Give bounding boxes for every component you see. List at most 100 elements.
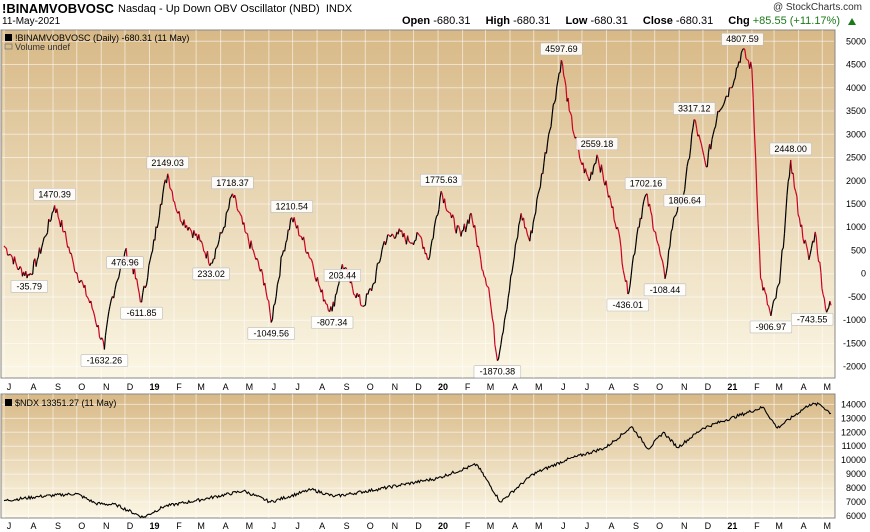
value-callout-text: -436.01 [613, 300, 644, 310]
oscillator-segment [68, 246, 71, 254]
oscillator-segment [108, 306, 111, 313]
oscillator-segment [235, 199, 238, 209]
oscillator-segment [430, 240, 433, 248]
oscillator-segment [776, 284, 779, 289]
oscillator-segment [623, 275, 627, 282]
oscillator-segment [485, 284, 488, 287]
oscillator-segment [447, 211, 450, 214]
oscillator-segment [602, 172, 605, 182]
value-callout: 2559.18 [575, 137, 619, 151]
oscillator-segment [13, 256, 17, 263]
oscillator-segment [279, 257, 282, 276]
oscillator-segment [56, 208, 59, 218]
oscillator-segment [756, 193, 759, 224]
oscillator-segment [612, 206, 615, 220]
oscillator-segment [593, 163, 596, 167]
oscillator-segment [699, 139, 702, 144]
oscillator-segment [173, 200, 175, 203]
oscillator-segment [810, 240, 814, 249]
oscillator-segment [757, 223, 760, 247]
oscillator-segment [350, 281, 354, 289]
oscillator-segment [214, 248, 217, 259]
stockcharts-credit[interactable]: @ StockCharts.com [772, 2, 862, 13]
x-tick-label: N [103, 521, 110, 531]
oscillator-segment [276, 279, 280, 285]
oscillator-segment [531, 222, 534, 234]
value-callout-text: 1806.64 [668, 196, 701, 206]
oscillator-segment [572, 129, 575, 135]
oscillator-segment [805, 245, 809, 252]
oscillator-segment [73, 264, 76, 272]
x-tick-label: J [7, 521, 12, 531]
oscillator-segment [71, 258, 75, 265]
open-value: -680.31 [433, 15, 471, 27]
oscillator-segment [193, 230, 196, 236]
oscillator-segment [138, 293, 141, 303]
oscillator-segment [781, 247, 784, 251]
oscillator-segment [286, 229, 289, 241]
value-callout: 4597.69 [540, 42, 583, 56]
oscillator-legend-text: !BINAMVOBVOSC (Daily) -680.31 (11 May) [15, 33, 189, 43]
oscillator-x-axis: J A S O N D 19 F M A M J J A S O N D 20 F M A M J J A S O N D 21 F M A M [7, 382, 831, 392]
oscillator-segment [644, 194, 647, 198]
oscillator-segment [686, 160, 689, 167]
oscillator-segment [74, 271, 77, 274]
x-tick-label: A [31, 382, 37, 392]
legend-swatch-icon [5, 34, 12, 41]
oscillator-segment [45, 232, 49, 236]
oscillator-segment [684, 176, 687, 190]
oscillator-segment [436, 214, 439, 217]
oscillator-segment [646, 193, 649, 207]
oscillator-segment [386, 234, 389, 241]
oscillator-segment [15, 261, 18, 267]
oscillator-segment [268, 300, 271, 313]
value-callout: -807.34 [310, 315, 354, 329]
oscillator-segment [86, 296, 90, 300]
oscillator-segment [808, 254, 811, 260]
oscillator-segment [591, 166, 595, 175]
oscillator-segment [229, 196, 232, 199]
value-callout-text: -1870.38 [480, 367, 516, 377]
x-tick-label: N [392, 382, 399, 392]
oscillator-segment [790, 159, 793, 174]
low-value: -680.31 [590, 15, 628, 27]
y-tick-label: 1000 [846, 222, 866, 232]
x-tick-label: 21 [727, 382, 737, 392]
exchange-text: INDX [325, 3, 353, 15]
oscillator-segment [693, 119, 696, 121]
oscillator-segment [488, 287, 491, 299]
oscillator-segment [627, 292, 630, 295]
oscillator-segment [201, 244, 205, 252]
oscillator-segment [32, 261, 35, 275]
oscillator-segment [777, 282, 781, 286]
symbol-title: !BINAMVOBVOSC [2, 1, 114, 16]
x-tick-label: J [295, 521, 300, 531]
oscillator-segment [437, 209, 440, 215]
x-tick-label: O [367, 521, 374, 531]
oscillator-segment [772, 298, 776, 302]
oscillator-segment [209, 262, 212, 266]
oscillator-segment [252, 250, 256, 256]
oscillator-segment [798, 217, 802, 227]
value-callout: 1806.64 [663, 194, 706, 208]
oscillator-segment [666, 250, 670, 266]
y-tick-label: 14000 [841, 399, 866, 409]
oscillator-segment [465, 225, 468, 233]
oscillator-segment [468, 214, 471, 224]
oscillator-segment [97, 325, 101, 337]
oscillator-segment [417, 233, 421, 236]
oscillator-segment [701, 149, 705, 156]
oscillator-segment [381, 244, 384, 250]
oscillator-segment [423, 246, 426, 255]
oscillator-segment [312, 263, 315, 271]
oscillator-segment [660, 257, 664, 262]
oscillator-segment [517, 224, 520, 237]
oscillator-segment [452, 214, 455, 219]
value-callout: -1049.56 [247, 327, 295, 340]
x-tick-label: A [512, 521, 518, 531]
oscillator-segment [460, 230, 463, 237]
oscillator-segment [597, 158, 600, 166]
oscillator-segment [556, 80, 559, 88]
ndx-grid [2, 394, 834, 518]
oscillator-segment [106, 319, 109, 328]
